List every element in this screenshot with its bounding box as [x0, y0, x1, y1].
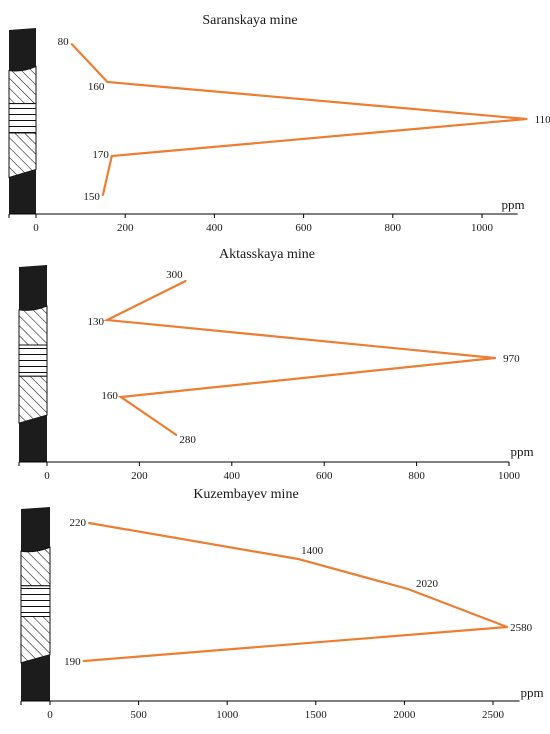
data-label: 190 [64, 656, 81, 668]
data-label: 970 [503, 353, 520, 365]
x-tick-label: 400 [224, 470, 241, 482]
hatched-layer [8, 65, 37, 105]
x-tick-label: 200 [131, 470, 148, 482]
rock-layer-top [21, 507, 50, 552]
data-label: 280 [179, 434, 196, 446]
data-label: 1400 [301, 545, 324, 557]
x-tick-label: 1000 [471, 222, 494, 234]
x-axis-unit: ppm [510, 444, 533, 459]
data-point [70, 43, 73, 45]
x-tick-label: 500 [130, 709, 147, 721]
x-tick-label: 0 [47, 709, 53, 721]
series-line [83, 521, 508, 663]
data-point [82, 660, 85, 662]
lined-layer [18, 344, 48, 377]
data-point [101, 194, 104, 196]
x-tick-label: 600 [316, 470, 333, 482]
data-point [106, 319, 109, 321]
data-label: 1100 [535, 114, 550, 126]
lined-layer [20, 585, 51, 618]
x-tick-label: 2000 [393, 709, 416, 721]
hatched-layer [20, 616, 51, 664]
panel-3: Kuzembayev mine 0 500 1000 1500 2000 2500 ppm 22… [20, 487, 544, 721]
data-label: 80 [58, 36, 70, 48]
x-tick-label: 1500 [305, 709, 328, 721]
hatched-layer [18, 375, 48, 424]
x-tick-label: 0 [44, 470, 50, 482]
data-label: 2580 [510, 622, 533, 634]
x-tick-label: 600 [295, 222, 312, 234]
data-label: 130 [88, 316, 105, 328]
data-label: 160 [101, 390, 118, 402]
rock-layer-top [9, 28, 36, 71]
chart-title: Kuzembayev mine [193, 487, 298, 502]
chart-title: Saranskaya mine [202, 13, 297, 28]
data-point [494, 357, 497, 359]
data-point [175, 434, 178, 436]
data-point [506, 626, 509, 628]
x-tick-label: 800 [385, 222, 402, 234]
data-point [525, 118, 528, 120]
lined-layer [8, 103, 37, 134]
data-point [406, 588, 409, 590]
x-tick-label: 1000 [498, 470, 521, 482]
x-tick-label: 2500 [482, 709, 505, 721]
x-tick-label: 1000 [216, 709, 239, 721]
rock-layer-bottom [19, 415, 47, 462]
data-label: 220 [69, 517, 86, 529]
x-axis-unit: ppm [501, 197, 524, 212]
data-point [184, 280, 187, 282]
rock-layer-bottom [9, 169, 36, 214]
data-label: 170 [92, 149, 109, 161]
x-tick-label: 200 [117, 222, 134, 234]
series-line [70, 43, 527, 196]
panel-2: Aktasskaya mine 0 200 400 600 800 1000 ppm 300 13… [18, 247, 534, 482]
hatched-layer [18, 305, 48, 346]
x-tick-label: 800 [408, 470, 425, 482]
x-tick-label: 0 [33, 222, 39, 234]
data-point [87, 522, 90, 524]
chart-title: Aktasskaya mine [219, 247, 315, 262]
series-line [103, 280, 496, 436]
data-point [119, 396, 122, 398]
x-tick-label: 400 [206, 222, 223, 234]
data-point [110, 155, 113, 157]
data-point [297, 558, 300, 560]
x-axis-unit: ppm [520, 685, 543, 700]
data-label: 160 [88, 81, 105, 93]
hatched-layer [20, 546, 51, 587]
data-label: 300 [166, 269, 183, 281]
rock-layer-top [19, 265, 47, 311]
rock-layer-bottom [21, 654, 50, 701]
data-label: 2020 [416, 578, 439, 590]
data-point [106, 81, 109, 83]
data-label: 150 [83, 191, 100, 203]
panel-1: Saranskaya mine 0 200 400 600 800 1000 ppm 80 160… [8, 13, 550, 234]
